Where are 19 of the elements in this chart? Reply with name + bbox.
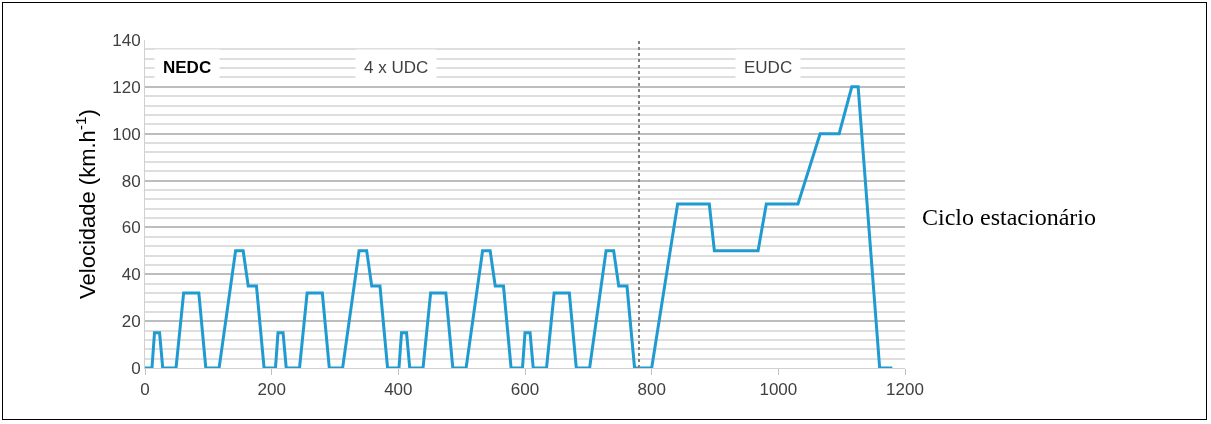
- y-tick-label: 120: [112, 77, 141, 97]
- y-tick-label: 100: [112, 124, 141, 144]
- annotation: 4 x UDC: [364, 58, 429, 77]
- x-tick-label: 800: [637, 380, 666, 400]
- line-series: [145, 85, 894, 368]
- y-tick-label: 40: [121, 265, 141, 285]
- x-tick-label: 1000: [759, 380, 798, 400]
- annotation: NEDC: [163, 58, 212, 77]
- y-tick-label: 140: [112, 30, 141, 50]
- x-tick-label: 400: [384, 380, 413, 400]
- y-tick-label: 80: [121, 171, 141, 191]
- x-tick-label: 600: [510, 380, 540, 400]
- annotation: EUDC: [744, 58, 793, 77]
- y-tick-label: 20: [121, 312, 141, 332]
- y-tick-label: 60: [121, 218, 141, 238]
- y-tick-label: 0: [131, 358, 141, 378]
- text: Ciclo estacionário: [922, 204, 1096, 230]
- x-tick-label: 1200: [886, 380, 924, 400]
- x-tick-label: 200: [257, 380, 286, 400]
